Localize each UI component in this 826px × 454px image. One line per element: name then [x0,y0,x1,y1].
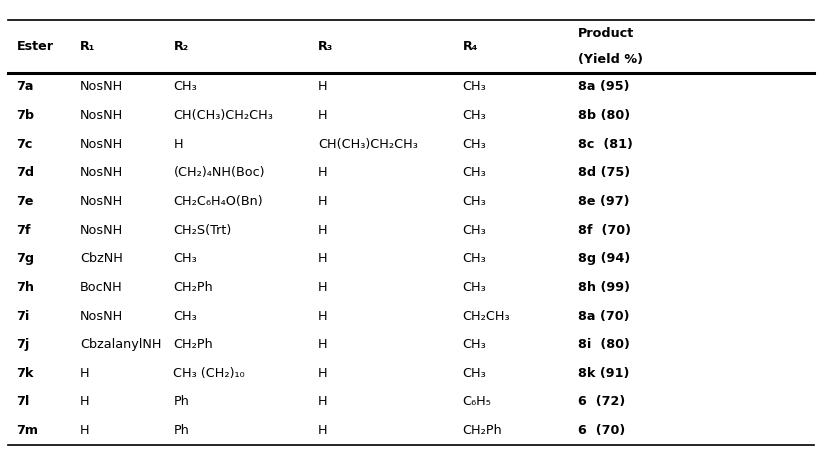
Text: BocNH: BocNH [80,281,123,294]
Text: C₆H₅: C₆H₅ [463,395,491,409]
Text: 8c  (81): 8c (81) [578,138,633,151]
Text: H: H [80,424,90,437]
Text: 7h: 7h [17,281,35,294]
Text: 7e: 7e [17,195,34,208]
Text: CH₃: CH₃ [463,138,487,151]
Text: (CH₂)₄NH(Boc): (CH₂)₄NH(Boc) [173,166,265,179]
Text: 8h (99): 8h (99) [578,281,630,294]
Text: CH(CH₃)CH₂CH₃: CH(CH₃)CH₂CH₃ [173,109,273,122]
Text: 8a (95): 8a (95) [578,80,629,94]
Text: CbzalanylNH: CbzalanylNH [80,338,162,351]
Text: H: H [318,166,328,179]
Text: CbzNH: CbzNH [80,252,123,265]
Text: 8g (94): 8g (94) [578,252,630,265]
Text: 7m: 7m [17,424,39,437]
Text: CH₂Ph: CH₂Ph [173,281,213,294]
Text: 6  (70): 6 (70) [578,424,625,437]
Text: Product: Product [578,27,634,40]
Text: 7k: 7k [17,367,34,380]
Text: 8d (75): 8d (75) [578,166,630,179]
Text: H: H [173,138,183,151]
Text: CH₃: CH₃ [463,109,487,122]
Text: 8e (97): 8e (97) [578,195,629,208]
Text: NosNH: NosNH [80,138,123,151]
Text: CH₃: CH₃ [463,252,487,265]
Text: R₂: R₂ [173,40,188,53]
Text: NosNH: NosNH [80,310,123,322]
Text: R₄: R₄ [463,40,478,53]
Text: 7g: 7g [17,252,35,265]
Text: CH₂Ph: CH₂Ph [463,424,502,437]
Text: H: H [318,424,328,437]
Text: H: H [318,367,328,380]
Text: H: H [318,224,328,237]
Text: CH₃: CH₃ [463,338,487,351]
Text: 8b (80): 8b (80) [578,109,630,122]
Text: CH₂CH₃: CH₂CH₃ [463,310,510,322]
Text: H: H [318,252,328,265]
Text: Ph: Ph [173,424,189,437]
Text: 8f  (70): 8f (70) [578,224,631,237]
Text: 6  (72): 6 (72) [578,395,625,409]
Text: CH₃: CH₃ [463,281,487,294]
Text: CH₃: CH₃ [463,195,487,208]
Text: CH₃: CH₃ [173,310,197,322]
Text: 7j: 7j [17,338,30,351]
Text: CH₂Ph: CH₂Ph [173,338,213,351]
Text: CH₂C₆H₄O(Bn): CH₂C₆H₄O(Bn) [173,195,263,208]
Text: 7b: 7b [17,109,35,122]
Text: H: H [318,395,328,409]
Text: H: H [318,109,328,122]
Text: CH₃: CH₃ [463,80,487,94]
Text: H: H [318,310,328,322]
Text: 7a: 7a [17,80,34,94]
Text: H: H [318,338,328,351]
Text: Ph: Ph [173,395,189,409]
Text: NosNH: NosNH [80,224,123,237]
Text: CH₃: CH₃ [463,224,487,237]
Text: CH₃: CH₃ [173,80,197,94]
Text: NosNH: NosNH [80,109,123,122]
Text: CH₃: CH₃ [463,367,487,380]
Text: 7c: 7c [17,138,33,151]
Text: H: H [80,395,90,409]
Text: NosNH: NosNH [80,195,123,208]
Text: CH₂S(Trt): CH₂S(Trt) [173,224,232,237]
Text: (Yield %): (Yield %) [578,53,643,66]
Text: H: H [318,80,328,94]
Text: CH₃ (CH₂)₁₀: CH₃ (CH₂)₁₀ [173,367,245,380]
Text: H: H [318,281,328,294]
Text: R₁: R₁ [80,40,96,53]
Text: NosNH: NosNH [80,166,123,179]
Text: CH₃: CH₃ [173,252,197,265]
Text: H: H [80,367,90,380]
Text: 7d: 7d [17,166,35,179]
Text: NosNH: NosNH [80,80,123,94]
Text: 7f: 7f [17,224,31,237]
Text: H: H [318,195,328,208]
Text: Ester: Ester [17,40,54,53]
Text: 7i: 7i [17,310,30,322]
Text: CH₃: CH₃ [463,166,487,179]
Text: 8k (91): 8k (91) [578,367,629,380]
Text: 7l: 7l [17,395,30,409]
Text: R₃: R₃ [318,40,333,53]
Text: 8i  (80): 8i (80) [578,338,630,351]
Text: CH(CH₃)CH₂CH₃: CH(CH₃)CH₂CH₃ [318,138,418,151]
Text: 8a (70): 8a (70) [578,310,629,322]
